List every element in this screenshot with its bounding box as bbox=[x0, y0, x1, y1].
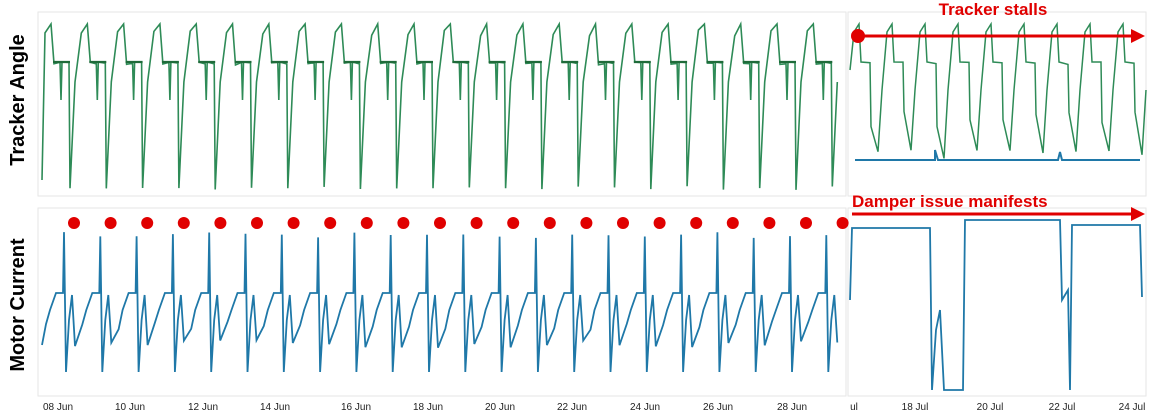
x-tick: 08 Jun bbox=[43, 402, 73, 413]
peak-marker bbox=[580, 217, 593, 229]
motor-current-ylabel: Motor Current bbox=[7, 238, 29, 372]
peak-marker bbox=[214, 217, 227, 229]
angle-panel-right-frame bbox=[847, 11, 1147, 197]
x-tick: 22 Jul bbox=[1049, 402, 1076, 413]
x-tick: ul bbox=[850, 402, 858, 413]
daily-peak-markers bbox=[68, 217, 849, 229]
x-tick: 10 Jun bbox=[115, 402, 145, 413]
x-tick: 14 Jun bbox=[260, 402, 290, 413]
tracker-stall-arrow-head bbox=[1131, 29, 1145, 43]
x-tick: 22 Jun bbox=[557, 402, 587, 413]
peak-marker bbox=[836, 217, 849, 229]
peak-marker bbox=[68, 217, 80, 229]
peak-marker bbox=[251, 217, 263, 229]
peak-marker bbox=[470, 217, 483, 229]
peak-marker bbox=[653, 217, 666, 229]
x-tick: 26 Jun bbox=[703, 402, 733, 413]
tracker-stall-annotation: Tracker stalls bbox=[939, 0, 1048, 19]
peak-marker bbox=[726, 217, 739, 229]
peak-marker bbox=[104, 217, 117, 229]
peak-marker bbox=[177, 217, 190, 229]
motor-current-series-left bbox=[41, 232, 839, 373]
tracker-angle-line-right bbox=[849, 21, 1147, 159]
x-tick: 24 Jul bbox=[1119, 402, 1146, 413]
current-panel-right-frame bbox=[847, 207, 1147, 397]
tracker-angle-series-left bbox=[41, 21, 839, 190]
peak-marker bbox=[141, 217, 154, 229]
x-tick: 24 Jun bbox=[630, 402, 660, 413]
motor-current-series-right bbox=[849, 219, 1143, 391]
x-tick: 18 Jun bbox=[413, 402, 443, 413]
x-tick: 28 Jun bbox=[777, 402, 807, 413]
angle-panel-left-frame bbox=[37, 11, 847, 197]
damper-annotation: Damper issue manifests bbox=[852, 192, 1048, 211]
tracker-stall-series bbox=[855, 149, 1140, 161]
peak-marker bbox=[397, 217, 410, 229]
peak-marker bbox=[763, 217, 776, 229]
x-tick: 20 Jun bbox=[485, 402, 515, 413]
peak-marker bbox=[434, 217, 446, 229]
x-tick: 18 Jul bbox=[902, 402, 929, 413]
motor-current-line-right bbox=[849, 219, 1143, 391]
peak-marker bbox=[324, 217, 337, 229]
damper-arrow-head bbox=[1131, 207, 1145, 221]
x-tick: 20 Jul bbox=[977, 402, 1004, 413]
peak-marker bbox=[800, 217, 812, 229]
motor-current-line-left bbox=[41, 232, 839, 373]
x-ticks-right: ul 18 Jul 20 Jul 22 Jul 24 Jul bbox=[850, 402, 1145, 413]
peak-marker bbox=[360, 217, 373, 229]
peak-marker bbox=[617, 217, 629, 229]
x-tick: 12 Jun bbox=[188, 402, 218, 413]
x-tick: 16 Jun bbox=[341, 402, 371, 413]
peak-marker bbox=[543, 217, 556, 229]
x-ticks-left: 08 Jun 10 Jun 12 Jun 14 Jun 16 Jun 18 Ju… bbox=[43, 402, 807, 413]
tracker-angle-ylabel: Tracker Angle bbox=[7, 34, 29, 166]
tracker-stall-line bbox=[855, 149, 1140, 161]
peak-marker bbox=[507, 217, 520, 229]
peak-marker bbox=[690, 217, 703, 229]
tracker-angle-series-right bbox=[849, 21, 1147, 159]
current-panel-left-frame bbox=[37, 207, 847, 397]
peak-marker bbox=[287, 217, 300, 229]
